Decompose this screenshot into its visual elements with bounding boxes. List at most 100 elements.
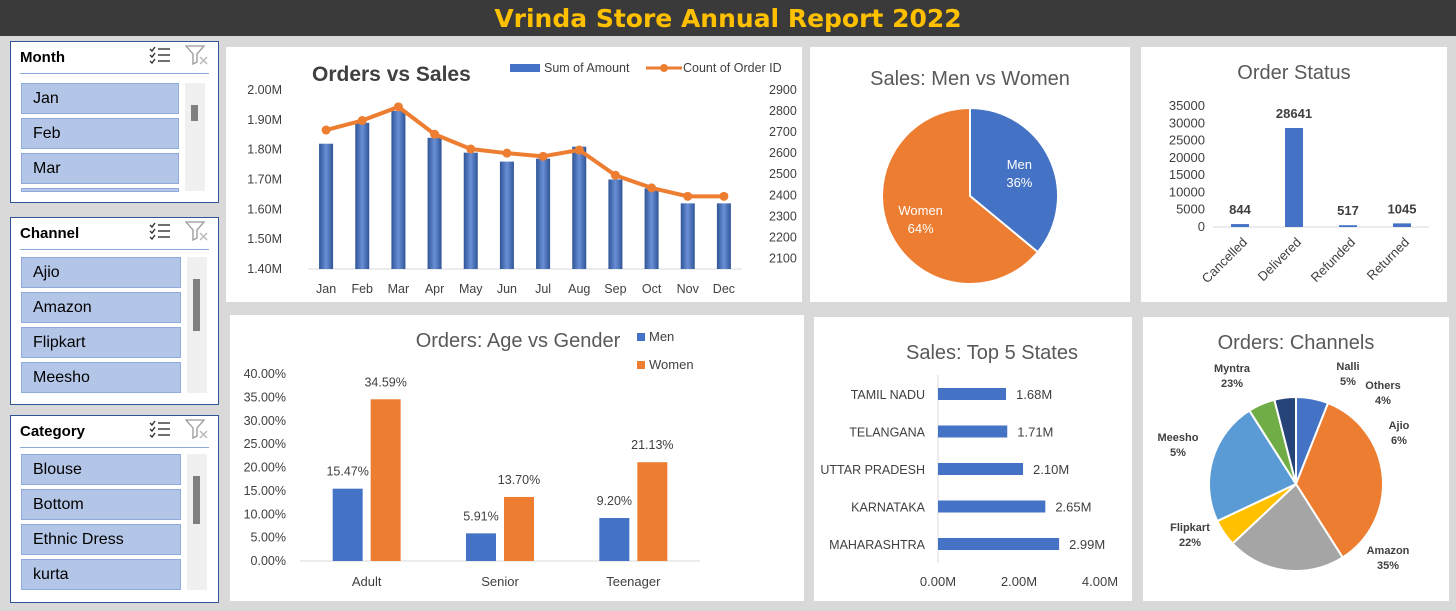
slice-percent: 5% [1340, 376, 1356, 388]
slicer-item-jan[interactable]: Jan [21, 83, 179, 114]
data-label: 517 [1337, 203, 1359, 218]
pie-slice-flipkart [1231, 482, 1344, 572]
y-axis-tick: 0 [1198, 219, 1205, 234]
pie-slice-men [969, 106, 1059, 254]
slicer-header: Category [20, 416, 209, 448]
slicer-item-meesho[interactable]: Meesho [21, 362, 181, 393]
amount-bar [716, 203, 731, 269]
y-axis-tick: 25.00% [244, 437, 286, 451]
amount-bar [499, 161, 514, 269]
category-slicer[interactable]: Category Blouse Bottom Ethnic Dress kurt… [10, 415, 219, 603]
clear-filter-icon[interactable] [184, 419, 209, 444]
left-axis-tick: 1.40M [247, 262, 282, 276]
pie-slice-myntra [1208, 409, 1298, 523]
age-gender-card: Orders: Age vs Gender 40.00% 35.00% 30.00% 2… [230, 315, 804, 601]
slicer-header: Channel [20, 218, 209, 250]
y-axis-tick: UTTAR PRADESH [820, 463, 925, 477]
month-slicer[interactable]: Month Jan Feb Mar [10, 41, 219, 203]
channels-chart: Orders: Channels Ajio 6% Amazon 35% Flipkart 2… [1158, 332, 1410, 572]
slicer-item-blouse[interactable]: Blouse [21, 454, 181, 485]
y-axis-tick: 30000 [1169, 115, 1205, 130]
channel-slicer[interactable]: Channel Ajio Amazon Flipkart Meesho [10, 217, 219, 405]
y-axis-tick: 15000 [1169, 167, 1205, 182]
sales-gender-card: Sales: Men vs Women Men 36% Women 64% [810, 47, 1130, 302]
slicer-item-ethnic-dress[interactable]: Ethnic Dress [21, 524, 181, 555]
y-axis-tick: KARNATAKA [851, 501, 926, 515]
report-title: Vrinda Store Annual Report 2022 [0, 0, 1456, 36]
status-bar [1393, 223, 1411, 227]
sales-gender-chart: Sales: Men vs Women Men 36% Women 64% [870, 68, 1070, 285]
slice-label: Ajio [1389, 420, 1410, 432]
status-bar [1339, 225, 1357, 227]
slicer-item-mar[interactable]: Mar [21, 153, 179, 184]
data-label: 13.70% [498, 473, 540, 487]
right-axis-tick: 2300 [769, 209, 797, 223]
clear-filter-icon[interactable] [184, 45, 209, 70]
left-axis-tick: 1.90M [247, 113, 282, 127]
slicer-scrollbar[interactable] [187, 257, 207, 393]
x-axis-tick: Returned [1364, 235, 1412, 283]
slice-label: Amazon [1367, 545, 1410, 557]
data-label: 5.91% [463, 509, 498, 523]
y-axis-tick: MAHARASHTRA [829, 538, 926, 552]
slicer-item-partial[interactable] [21, 188, 179, 192]
x-axis-tick: 0.00M [920, 574, 956, 589]
order-count-point [574, 145, 584, 155]
slicer-title: Category [20, 423, 86, 440]
data-label: 1.68M [1016, 387, 1052, 402]
scrollbar-thumb[interactable] [193, 279, 200, 331]
legend-swatch-amount [510, 64, 540, 72]
slicer-item-amazon[interactable]: Amazon [21, 292, 181, 323]
x-axis-tick: Senior [481, 574, 519, 589]
slicer-scrollbar[interactable] [185, 83, 205, 191]
slice-percent: 22% [1179, 537, 1201, 549]
order-status-card: Order Status 35000 30000 25000 20000 15000 100… [1141, 47, 1447, 302]
amount-bar [463, 152, 478, 269]
pie-slice-women [881, 106, 1040, 285]
x-axis-tick: Jun [497, 282, 517, 296]
legend-swatch [637, 361, 645, 369]
x-axis-tick: Oct [642, 282, 662, 296]
slicer-scrollbar[interactable] [187, 454, 207, 590]
multi-select-icon[interactable] [149, 222, 171, 245]
order-count-point [719, 191, 729, 201]
right-axis-tick: 2400 [769, 188, 797, 202]
slicer-item-bottom[interactable]: Bottom [21, 489, 181, 520]
pie-slice-amazon [1294, 401, 1384, 559]
multi-select-icon[interactable] [149, 420, 171, 443]
slice-percent: 35% [1377, 560, 1399, 572]
right-axis-tick: 2100 [769, 251, 797, 265]
y-axis-tick: TELANGANA [849, 426, 925, 440]
chart-title: Order Status [1237, 62, 1350, 84]
multi-select-icon[interactable] [149, 46, 171, 69]
scrollbar-thumb[interactable] [191, 105, 198, 121]
right-axis-tick: 2200 [769, 230, 797, 244]
slice-label: Women [898, 203, 943, 218]
left-axis-tick: 1.60M [247, 202, 282, 216]
clear-filter-icon[interactable] [184, 221, 209, 246]
slice-percent: 4% [1375, 395, 1391, 407]
chart-title: Orders: Channels [1218, 332, 1375, 354]
slicer-item-ajio[interactable]: Ajio [21, 257, 181, 288]
slicer-item-kurta[interactable]: kurta [21, 559, 181, 590]
y-axis-tick: 5.00% [251, 531, 286, 545]
right-axis-tick: 2600 [769, 146, 797, 160]
state-bar [938, 388, 1007, 400]
state-bar [938, 500, 1046, 513]
x-axis-tick: Teenager [606, 574, 661, 589]
slice-label: Others [1365, 380, 1400, 392]
legend-label: Women [649, 357, 694, 372]
slice-percent: 36% [1006, 175, 1032, 190]
bar-women [504, 496, 534, 561]
order-count-point [538, 151, 548, 161]
y-axis-tick: 20.00% [244, 461, 286, 475]
amount-bar [355, 122, 370, 269]
y-axis-tick: 15.00% [244, 484, 286, 498]
slicer-item-flipkart[interactable]: Flipkart [21, 327, 181, 358]
right-axis-tick: 2900 [769, 83, 797, 97]
x-axis-tick: Dec [713, 282, 735, 296]
data-label: 9.20% [597, 494, 632, 508]
slicer-item-feb[interactable]: Feb [21, 118, 179, 149]
y-axis-tick: 10.00% [244, 507, 286, 521]
scrollbar-thumb[interactable] [193, 476, 200, 524]
